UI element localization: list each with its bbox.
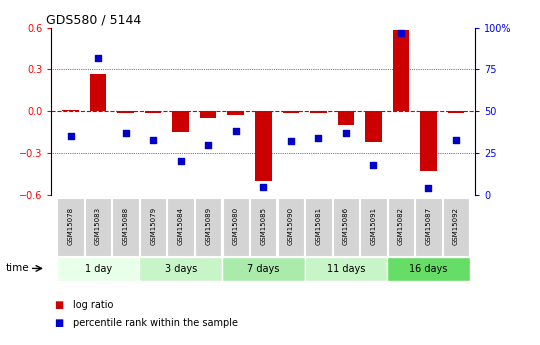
Bar (145, 111, 161, 113)
Text: GSM15081: GSM15081 (315, 207, 321, 245)
Point (451, 137, 460, 142)
Point (66, 134, 75, 139)
Bar (387, 257, 470, 281)
Bar (227, 111, 244, 116)
Bar (448, 111, 464, 113)
Text: GSM15084: GSM15084 (178, 207, 184, 245)
Text: GSM15088: GSM15088 (123, 207, 129, 245)
Point (232, 129, 240, 134)
Bar (172, 111, 189, 132)
Bar (305, 257, 387, 281)
Point (94, 55, 103, 60)
Bar (140, 198, 166, 256)
Bar (85, 198, 111, 256)
Bar (338, 111, 354, 125)
Text: GSM15078: GSM15078 (68, 207, 73, 245)
Bar (310, 111, 327, 113)
Text: percentile rank within the sample: percentile rank within the sample (73, 318, 238, 327)
Bar (415, 198, 442, 256)
Bar (333, 198, 359, 256)
Text: GSM15087: GSM15087 (426, 207, 431, 245)
Bar (62, 110, 79, 111)
Text: GSM15083: GSM15083 (95, 207, 101, 245)
Text: GSM15085: GSM15085 (260, 207, 266, 245)
Text: GSM15082: GSM15082 (398, 207, 404, 245)
Text: GDS580 / 5144: GDS580 / 5144 (46, 14, 141, 27)
Text: 1 day: 1 day (85, 264, 112, 274)
Bar (139, 257, 222, 281)
Text: ■: ■ (54, 318, 63, 327)
Bar (117, 111, 134, 113)
Text: 3 days: 3 days (165, 264, 197, 274)
Bar (222, 257, 305, 281)
Text: 16 days: 16 days (409, 264, 448, 274)
Text: GSM15086: GSM15086 (343, 207, 349, 245)
Bar (90, 73, 106, 111)
Point (286, 139, 295, 144)
Text: GSM15080: GSM15080 (233, 207, 239, 245)
Point (122, 130, 130, 136)
Bar (305, 198, 332, 256)
Text: GSM15079: GSM15079 (150, 207, 156, 245)
Text: time: time (5, 264, 29, 273)
Bar (282, 111, 299, 113)
Text: ■: ■ (54, 300, 63, 310)
Bar (255, 111, 272, 181)
Text: GSM15092: GSM15092 (453, 207, 459, 245)
Text: log ratio: log ratio (73, 300, 113, 310)
Point (314, 135, 322, 141)
Point (149, 137, 158, 142)
Bar (393, 30, 409, 111)
Point (396, 30, 405, 36)
Bar (250, 198, 276, 256)
Bar (443, 198, 469, 256)
Point (341, 130, 350, 136)
Bar (420, 111, 437, 171)
Bar (167, 198, 194, 256)
Point (369, 162, 377, 168)
Text: 11 days: 11 days (327, 264, 365, 274)
Point (424, 186, 433, 191)
Bar (57, 198, 84, 256)
Bar (278, 198, 304, 256)
Point (177, 159, 185, 164)
Bar (112, 198, 139, 256)
Bar (222, 198, 249, 256)
Bar (365, 111, 382, 142)
Bar (360, 198, 387, 256)
Bar (200, 111, 217, 118)
Point (204, 142, 213, 148)
Bar (195, 198, 221, 256)
Text: GSM15090: GSM15090 (288, 207, 294, 245)
Point (259, 184, 268, 189)
Text: 7 days: 7 days (247, 264, 279, 274)
Bar (57, 257, 139, 281)
Text: GSM15091: GSM15091 (370, 207, 376, 245)
Text: GSM15089: GSM15089 (205, 207, 211, 245)
Bar (388, 198, 414, 256)
